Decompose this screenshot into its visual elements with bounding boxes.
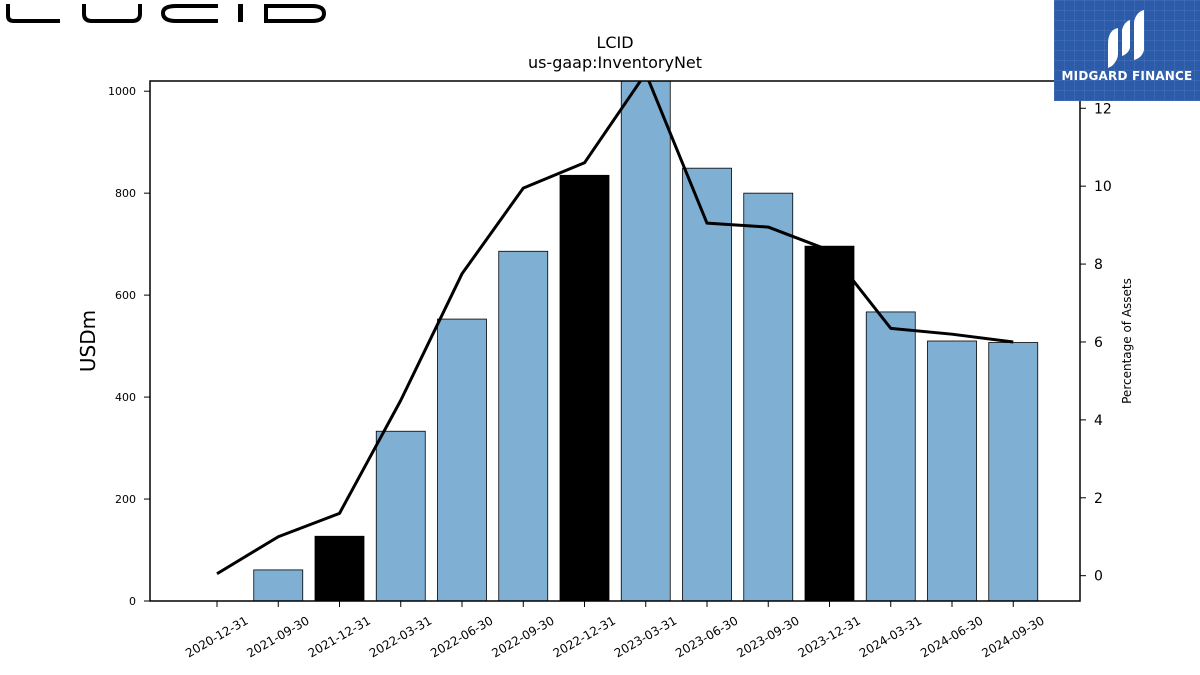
x-tick-label: 2023-03-31 <box>612 613 679 660</box>
y2-tick-label: 10 <box>1094 179 1112 195</box>
y2-axis-label: Percentage of Assets <box>1120 278 1134 404</box>
bar <box>927 340 977 602</box>
y-axis-label: USDm <box>76 310 100 372</box>
line-group <box>216 81 1014 576</box>
y-tick-label: 800 <box>115 187 136 200</box>
x-tick-label: 2022-03-31 <box>367 613 434 660</box>
y2-tick-label: 8 <box>1094 257 1103 273</box>
bar <box>375 430 426 602</box>
chart-subtitle: us-gaap:InventoryNet <box>528 53 702 72</box>
y2-tick-label: 0 <box>1094 569 1103 585</box>
y-tick-label: 0 <box>129 595 136 608</box>
logo-text: MIDGARD FINANCE <box>1061 69 1193 83</box>
bar <box>682 167 732 602</box>
bar <box>804 245 855 602</box>
bar <box>498 250 549 602</box>
x-tick-label: 2022-12-31 <box>551 613 618 660</box>
x-tick-label: 2024-06-30 <box>918 613 985 660</box>
midgard-logo-icon <box>1108 10 1144 68</box>
x-tick-label: 2024-09-30 <box>979 613 1046 660</box>
bars-group <box>253 80 1039 602</box>
midgard-logo: MIDGARD FINANCE <box>1054 0 1200 101</box>
bar <box>314 535 365 602</box>
x-tick-label: 2023-06-30 <box>673 613 740 660</box>
y2-tick-label: 4 <box>1094 413 1103 429</box>
x-tick-label: 2021-12-31 <box>306 613 373 660</box>
bar <box>559 174 610 602</box>
x-tick-label: 2022-06-30 <box>428 613 495 660</box>
y-tick-label: 400 <box>115 391 136 404</box>
bar <box>253 569 304 602</box>
bar <box>865 311 916 602</box>
x-tick-label: 2023-09-30 <box>734 613 801 660</box>
bar <box>437 318 487 602</box>
plot-frame <box>149 80 1081 602</box>
y-tick-label: 200 <box>115 493 136 506</box>
y2-tick-label: 2 <box>1094 491 1103 507</box>
x-tick-label: 2020-12-31 <box>183 613 250 660</box>
y-tick-label: 600 <box>115 289 136 302</box>
bar <box>743 192 794 602</box>
x-tick-label: 2021-09-30 <box>244 613 311 660</box>
x-tick-label: 2024-03-31 <box>857 613 924 660</box>
y2-tick-label: 6 <box>1094 335 1103 351</box>
x-tick-label: 2022-09-30 <box>489 613 556 660</box>
bar <box>620 80 671 602</box>
x-tick-label: 2023-12-31 <box>796 613 863 660</box>
series-line <box>216 81 1014 576</box>
chart-title: LCID <box>596 33 633 52</box>
y-tick-label: 1000 <box>108 85 136 98</box>
bar <box>988 342 1039 602</box>
lucid-wordmark-icon <box>6 4 327 23</box>
y2-tick-label: 12 <box>1094 101 1112 117</box>
